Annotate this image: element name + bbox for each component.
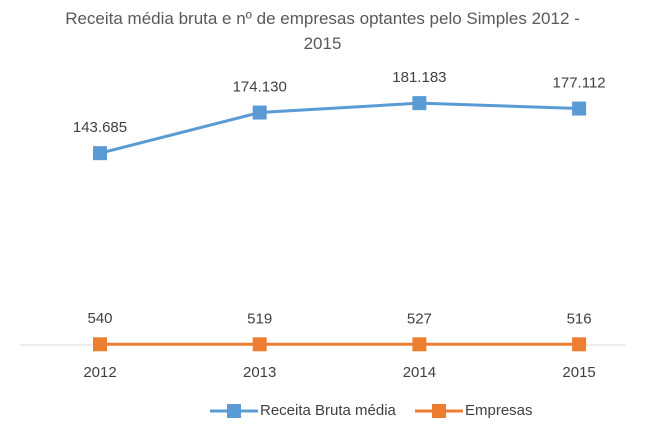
point-marker xyxy=(93,146,107,161)
data-label: 519 xyxy=(247,310,272,327)
legend-marker xyxy=(227,404,241,418)
data-label: 181.183 xyxy=(392,69,446,86)
data-label: 177.112 xyxy=(553,75,606,92)
x-tick-label: 2015 xyxy=(562,364,595,381)
point-marker xyxy=(252,105,267,120)
data-label: 174.130 xyxy=(233,79,287,96)
point-marker xyxy=(412,96,427,111)
point-marker xyxy=(93,337,107,352)
data-label: 540 xyxy=(87,310,112,327)
legend-label: Empresas xyxy=(465,402,533,419)
x-tick-label: 2014 xyxy=(403,364,436,381)
data-label: 527 xyxy=(407,310,432,327)
x-tick-label: 2012 xyxy=(83,364,116,381)
point-marker xyxy=(412,337,427,352)
point-marker xyxy=(572,337,587,352)
data-label: 516 xyxy=(567,310,592,327)
legend-marker xyxy=(432,404,446,418)
series-line xyxy=(99,101,580,155)
chart-title: Receita média bruta e nº de empresas opt… xyxy=(65,9,580,53)
x-tick-label: 2013 xyxy=(243,364,276,381)
point-marker xyxy=(572,101,587,116)
data-label: 143.685 xyxy=(73,119,127,136)
point-marker xyxy=(252,337,267,352)
legend-label: Receita Bruta média xyxy=(260,402,397,419)
